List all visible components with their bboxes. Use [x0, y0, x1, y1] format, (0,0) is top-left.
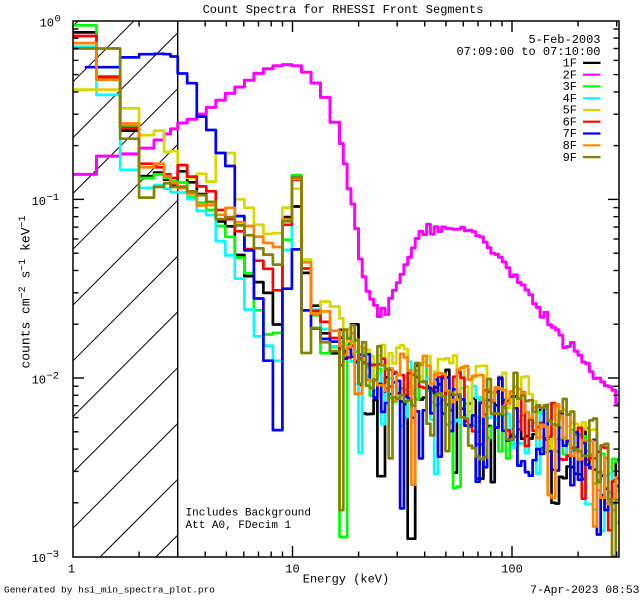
svg-text:8F: 8F: [563, 139, 577, 153]
svg-text:7F: 7F: [563, 127, 577, 141]
svg-text:10: 10: [285, 563, 299, 577]
svg-text:9F: 9F: [563, 151, 577, 165]
svg-text:6F: 6F: [563, 115, 577, 129]
svg-text:counts cm−2 s−1 keV−1: counts cm−2 s−1 keV−1: [18, 215, 34, 368]
svg-text:5-Feb-2003: 5-Feb-2003: [528, 33, 600, 47]
svg-text:3F: 3F: [563, 80, 577, 94]
svg-text:7-Apr-2023 08:53: 7-Apr-2023 08:53: [530, 585, 640, 597]
svg-text:1F: 1F: [563, 57, 577, 71]
svg-text:0: 0: [55, 14, 61, 26]
svg-text:4F: 4F: [563, 92, 577, 106]
svg-text:−3: −3: [47, 549, 60, 561]
svg-text:Generated by hsi_min_spectra_p: Generated by hsi_min_spectra_plot.pro: [4, 585, 215, 596]
svg-text:Energy (keV): Energy (keV): [303, 573, 389, 587]
svg-text:1: 1: [68, 563, 75, 577]
svg-text:Includes Background: Includes Background: [186, 508, 311, 520]
svg-text:2F: 2F: [563, 68, 577, 82]
svg-text:100: 100: [501, 563, 523, 577]
svg-text:10: 10: [32, 552, 46, 566]
svg-text:Att A0, FDecim 1: Att A0, FDecim 1: [186, 520, 292, 532]
svg-text:−1: −1: [47, 192, 60, 204]
svg-text:5F: 5F: [563, 104, 577, 118]
svg-text:10: 10: [32, 373, 46, 387]
svg-text:10: 10: [40, 16, 54, 30]
svg-text:10: 10: [32, 195, 46, 209]
svg-text:Count Spectra for RHESSI Front: Count Spectra for RHESSI Front Segments: [203, 3, 484, 17]
svg-text:07:09:00 to 07:10:00: 07:09:00 to 07:10:00: [456, 45, 600, 59]
svg-text:−2: −2: [47, 371, 60, 383]
